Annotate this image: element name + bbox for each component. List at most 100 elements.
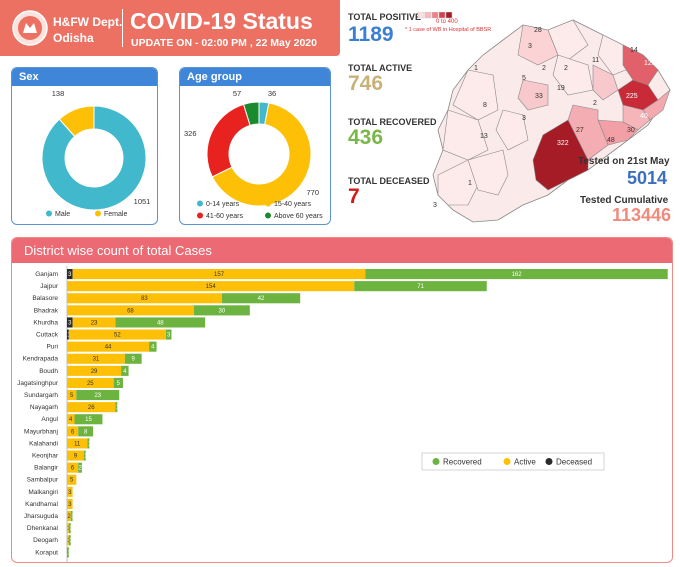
- bar-active-kandhamal: [67, 498, 73, 509]
- page-title: COVID-19 Status: [130, 8, 313, 34]
- slice-value-male: 1051: [134, 197, 151, 206]
- legend-label-0-14-years: 0-14 years: [206, 201, 240, 208]
- bar-value-recovered-bhadrak: 30: [219, 308, 226, 314]
- category-label-bhadrak: Bhadrak: [34, 307, 59, 314]
- slice-value-41-60-years: 326: [184, 129, 197, 138]
- bar-value-active-kendrapada: 31: [93, 357, 100, 363]
- bar-recovered-jagatsinghpur: [113, 377, 123, 388]
- bar-recovered-dhenkanal: [68, 523, 71, 534]
- slice-value-above-60-years: 57: [233, 89, 241, 98]
- update-timestamp: UPDATE ON - 02:00 PM , 22 May 2020: [131, 37, 317, 49]
- total-deceased-value: 7: [348, 185, 360, 208]
- legend-swatch-15-40-years: [265, 200, 271, 207]
- bar-value-recovered-koraput: 1: [67, 550, 71, 556]
- bar-value-active-khurdha: 23: [91, 320, 98, 326]
- category-label-jharsuguda: Jharsuguda: [24, 513, 58, 520]
- total-active-label: TOTAL ACTIVE: [348, 63, 413, 73]
- bar-active-balangir: [67, 462, 79, 473]
- bar-recovered-bhadrak: [193, 305, 250, 316]
- header-banner: H&FW Dept. Odisha COVID-19 Status UPDATE…: [0, 0, 340, 56]
- bar-legend-box: [421, 452, 605, 471]
- total-deceased-label: TOTAL DECEASED: [348, 176, 430, 186]
- bar-recovered-puri: [149, 341, 157, 352]
- category-label-angul: Angul: [41, 416, 58, 423]
- total-positive-label: TOTAL POSITIVE: [348, 12, 422, 22]
- map-legend-scale: [418, 12, 453, 19]
- map-label: 30: [627, 127, 635, 134]
- tested-day-value: 5014: [627, 168, 668, 188]
- donut-slice-male: [41, 105, 147, 211]
- bar-recovered-deogarh: [68, 535, 71, 546]
- category-label-malkangiri: Malkangiri: [28, 489, 58, 496]
- bar-recovered-boudh: [121, 365, 129, 376]
- bar-value-recovered-cuttack: 3: [167, 333, 171, 339]
- slice-value-15-40-years: 770: [306, 188, 319, 197]
- donut-slice-41-60-years: [206, 103, 251, 178]
- bar-value-active-jagatsinghpur: 25: [87, 381, 94, 387]
- odisha-emblem-icon: [12, 10, 48, 46]
- slice-value-female: 138: [52, 89, 65, 98]
- legend-label-deceased: Deceased: [556, 458, 592, 467]
- total-active-value: 746: [348, 72, 384, 95]
- bar-value-recovered-jharsuguda: 1: [71, 514, 75, 520]
- category-label-balangir: Balangir: [34, 465, 59, 472]
- bar-value-recovered-balasore: 42: [258, 296, 265, 302]
- map-footnote: * 1 case of WB in Hospital of BBSR: [405, 27, 492, 33]
- bar-recovered-kalahandi: [87, 438, 90, 449]
- map-label: 13: [480, 133, 488, 140]
- dept-state: Odisha: [53, 31, 94, 45]
- donut-slice-15-40-years: [211, 102, 312, 207]
- total-recovered-label: TOTAL RECOVERED: [348, 117, 437, 127]
- header-divider: [122, 9, 123, 47]
- legend-swatch-deceased: [545, 458, 553, 465]
- legend-swatch-active: [503, 458, 511, 465]
- legend-label-above-60-years: Above 60 years: [274, 213, 323, 220]
- category-label-sundargarh: Sundargarh: [24, 392, 58, 399]
- bar-recovered-jajpur: [354, 281, 487, 292]
- bar-value-active-bhadrak: 68: [127, 308, 134, 314]
- bar-value-recovered-boudh: 4: [123, 369, 127, 375]
- bar-active-khurdha: [72, 317, 116, 328]
- bar-value-active-jharsuguda: 2: [67, 514, 71, 520]
- map-label: 8: [483, 102, 487, 109]
- bar-value-active-kalahandi: 11: [74, 441, 81, 447]
- tested-cum-value: 113446: [612, 205, 672, 225]
- bar-value-recovered-balangir: 2: [79, 466, 83, 472]
- bar-active-jharsuguda: [67, 511, 71, 522]
- bar-value-active-balasore: 83: [141, 296, 148, 302]
- bar-recovered-jharsuguda: [70, 511, 73, 522]
- bar-value-recovered-keonjhar: 1: [84, 454, 88, 460]
- age-card-title: Age group: [180, 68, 330, 86]
- bar-active-kalahandi: [67, 438, 88, 449]
- legend-swatch-above-60-years: [265, 212, 271, 219]
- bar-active-balasore: [67, 293, 222, 304]
- bar-active-cuttack: [68, 329, 166, 340]
- map-label: 2: [542, 65, 546, 72]
- bar-value-active-keonjhar: 9: [74, 454, 78, 460]
- bar-value-active-cuttack: 52: [114, 333, 121, 339]
- bar-active-jagatsinghpur: [67, 377, 114, 388]
- bar-value-recovered-puri: 4: [151, 345, 155, 351]
- slice-value-0-14-years: 36: [268, 89, 276, 98]
- map-label: 27: [576, 127, 584, 134]
- bar-value-recovered-jajpur: 71: [417, 284, 424, 290]
- bar-value-recovered-angul: 15: [85, 417, 92, 423]
- category-label-boudh: Boudh: [39, 368, 58, 375]
- category-label-mayurbhanj: Mayurbhanj: [24, 428, 58, 435]
- bar-value-recovered-dhenkanal: 1: [69, 526, 73, 532]
- sex-card-title: Sex: [12, 68, 157, 86]
- district-card: District wise count of total Cases Ganja…: [11, 237, 673, 563]
- bar-value-recovered-kendrapada: 9: [132, 357, 136, 363]
- map-label: 28: [534, 27, 542, 34]
- bar-value-active-malkangiri: 3: [68, 490, 72, 496]
- bar-value-recovered-nayagarh: 1: [116, 405, 120, 411]
- bar-active-deogarh: [67, 535, 69, 546]
- sex-donut-chart: 1051 138 Male Female: [41, 89, 151, 218]
- bar-deceased-ganjam: [67, 269, 73, 280]
- category-label-dhenkanal: Dhenkanal: [27, 525, 59, 532]
- map-label: 11: [592, 57, 599, 64]
- category-label-puri: Puri: [46, 344, 58, 351]
- bar-recovered-balangir: [78, 462, 82, 473]
